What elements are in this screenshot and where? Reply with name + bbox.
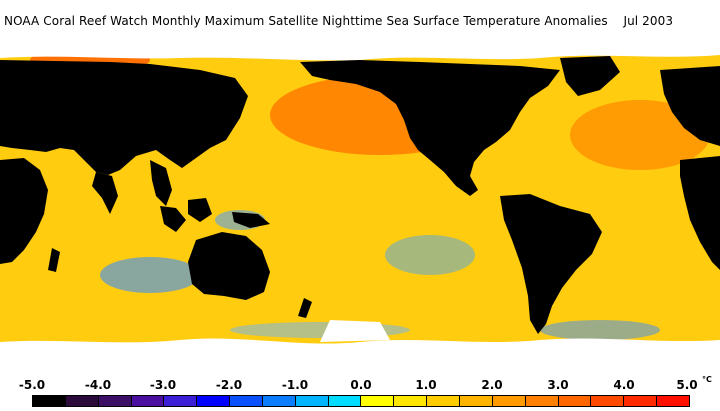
colorbar-swatch [427, 396, 460, 406]
colorbar-swatch [131, 396, 165, 406]
indochina-landmass [150, 160, 172, 206]
south-america-landmass [500, 194, 602, 334]
colorbar-tick-labels: -5.0 -4.0 -3.0 -2.0 -1.0 0.0 1.0 2.0 3.0… [0, 375, 720, 394]
asia-landmass [0, 60, 248, 175]
greenland-landmass [560, 56, 620, 96]
arctic-ice [0, 38, 720, 61]
colorbar-swatch [197, 396, 231, 406]
colorbar-tick-label: -4.0 [84, 378, 112, 392]
north-america-landmass [300, 60, 560, 196]
colorbar-swatch [262, 396, 296, 406]
map-title-text: NOAA Coral Reef Watch Monthly Maximum Sa… [4, 14, 608, 28]
colorbar-swatch [492, 396, 526, 406]
colorbar-swatch [624, 396, 658, 406]
colorbar-tick-label: 0.0 [350, 378, 372, 392]
south-pacific-cool-anomaly [385, 235, 475, 275]
colorbar-swatch [33, 396, 66, 406]
colorbar-tick-label: 5.0 [676, 378, 698, 392]
colorbar-tick-label: 1.0 [415, 378, 437, 392]
colorbar-swatch [295, 396, 329, 406]
colorbar-swatch [65, 396, 99, 406]
indian-ocean-cool-anomaly [100, 257, 200, 293]
colorbar-swatch [394, 396, 428, 406]
australia-landmass [188, 232, 270, 300]
colorbar-tick-label: -1.0 [281, 378, 309, 392]
colorbar-swatch [525, 396, 559, 406]
colorbar-tick-label: 4.0 [613, 378, 635, 392]
colorbar-swatch [459, 396, 493, 406]
colorbar-swatch [328, 396, 362, 406]
africa-west-landmass [680, 156, 720, 270]
new-zealand-landmass [298, 298, 312, 318]
colorbar-tick-label: 3.0 [547, 378, 569, 392]
africa-east-landmass [0, 158, 48, 264]
india-landmass [92, 172, 118, 214]
map-body [0, 38, 720, 371]
colorbar-tick-label: -5.0 [18, 378, 46, 392]
colorbar-swatch [230, 396, 263, 406]
colorbar-swatch [98, 396, 132, 406]
north-atlantic-warm-anomaly [570, 100, 710, 170]
colorbar-swatch [591, 396, 625, 406]
ross-sea-ice [320, 320, 390, 342]
japan-landmass [216, 104, 236, 134]
colorbar-tick-label: 2.0 [481, 378, 503, 392]
colorbar-swatch [164, 396, 198, 406]
land-masses [0, 56, 720, 334]
madagascar-landmass [48, 248, 60, 272]
sumatra-landmass [160, 206, 186, 232]
new-guinea-landmass [232, 212, 270, 228]
colorbar-swatch [361, 396, 395, 406]
map-date: Jul 2003 [623, 14, 674, 28]
colorbar-unit: °C [702, 375, 712, 384]
southern-ocean-cool-anomaly [540, 320, 660, 340]
borneo-landmass [188, 198, 212, 222]
europe-landmass [660, 66, 720, 146]
colorbar [32, 395, 690, 407]
colorbar-tick-label: -2.0 [215, 378, 243, 392]
antarctic-ice [0, 338, 720, 371]
colorbar-swatch [558, 396, 592, 406]
map-title: NOAA Coral Reef Watch Monthly Maximum Sa… [4, 14, 673, 28]
colorbar-tick-label: -3.0 [149, 378, 177, 392]
colorbar-swatch [657, 396, 689, 406]
europe-fragment [0, 95, 20, 132]
